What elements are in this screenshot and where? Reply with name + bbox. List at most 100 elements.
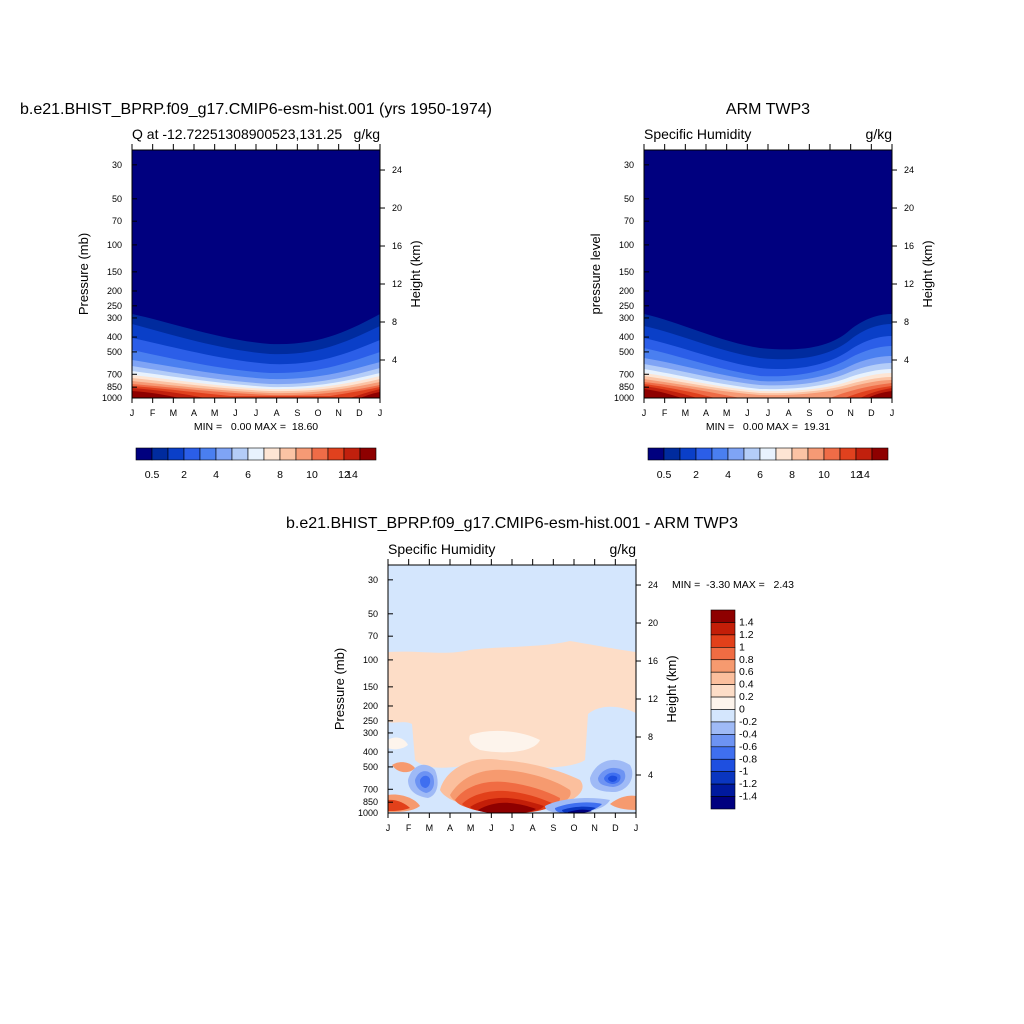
panel3-contour-neg-3 [420,775,431,788]
panel1-month-label: J [378,408,383,418]
panel3-month-label: J [634,823,639,833]
panel3-colorbar-swatch [710,609,736,623]
panel1-colorbar-swatch [279,447,297,461]
panel2-colorbar-swatch [647,447,665,461]
panel1-colorbar-swatch [263,447,281,461]
panel3-colorbar-label: -0.2 [739,716,757,728]
panel3-pressure-label: 1000 [358,808,378,818]
panel3-colorbar-label: -0.4 [739,728,757,740]
panel2-height-label: 8 [904,317,909,327]
panel3-contour-zero-2 [388,737,408,750]
panel3-colorbar-swatch [710,622,736,636]
panel3-month-label: A [530,823,536,833]
panel1-pressure-label: 50 [112,194,122,204]
panel3-height-label: 20 [648,618,658,628]
panel2-height-label: 24 [904,165,914,175]
panel3-height-label: 12 [648,694,658,704]
panel3-pressure-label: 30 [368,575,378,585]
panel1-height-label: 4 [392,355,397,365]
panel3-colorbar-label: 1.4 [739,616,754,628]
panel3-colorbar-swatch [710,634,736,648]
panel3-colorbar-swatch [710,659,736,673]
panel1-colorbar-swatch [247,447,265,461]
panel2-colorbar-swatch [679,447,697,461]
panel2-plot-area [644,150,892,398]
panel2-month-label: D [868,408,875,418]
panel1-height-label: 20 [392,203,402,213]
panel3-colorbar-swatch [710,671,736,685]
panel1-colorbar-label: 8 [277,469,283,481]
panel2-colorbar-label: 0.5 [657,469,672,481]
panel1-pressure-label: 700 [107,369,122,379]
panel3-contour-pos-left-2 [388,799,410,811]
panel3-colorbar-label: 0 [739,704,745,716]
panel3-month-label: F [406,823,412,833]
panel1-pressure-label: 150 [107,267,122,277]
panel3-contour-zero-1 [469,730,540,753]
panel3-colorbar-label: 1.2 [739,629,754,641]
panel1-subtitle-right: g/kg [354,126,380,142]
panel2-colorbar-swatch [855,447,873,461]
panel1-pressure-label: 1000 [102,393,122,403]
panel3-pressure-label: 100 [363,655,378,665]
panel2-contour-14 [644,389,892,398]
panel1-month-label: D [356,408,363,418]
panel1-colorbar-swatch [343,447,361,461]
panel3-pressure-label: 50 [368,609,378,619]
panel1-colorbar-label: 14 [346,469,358,481]
panel3-pressure-label: 500 [363,762,378,772]
panel3-colorbar-label: -1 [739,766,748,778]
panel1-pressure-label: 500 [107,347,122,357]
panel2-month-label: F [662,408,668,418]
panel1-month-label: A [274,408,280,418]
panel1-pressure-label: 100 [107,240,122,250]
panel3-colorbar-label: 1 [739,641,745,653]
panel2-ylabel-right: Height (km) [920,240,935,307]
panel1-height-label: 24 [392,165,402,175]
panel1-colorbar-label: 12 [338,469,350,481]
panel2-pressure-label: 300 [619,313,634,323]
panel3-month-label: J [489,823,494,833]
panel2-month-label: S [806,408,812,418]
panel2-month-label: A [786,408,792,418]
panel2-colorbar-label: 4 [725,469,731,481]
panel2-colorbar-swatch [807,447,825,461]
panel2-pressure-label: 200 [619,286,634,296]
panel1-pressure-label: 400 [107,332,122,342]
panel3-month-label: O [570,823,577,833]
panel1-minmax: MIN = 0.00 MAX = 18.60 [194,421,318,433]
panel2-pressure-label: 250 [619,301,634,311]
panel3-minmax: MIN = -3.30 MAX = 2.43 [672,579,794,591]
panel3-colorbar-label: 0.8 [739,654,754,666]
panel2-pressure-label: 400 [619,332,634,342]
panel2-month-label: J [745,408,750,418]
panel1-month-label: O [314,408,321,418]
panel2-subtitle-right: g/kg [866,126,892,142]
panel3-colorbar-label: 0.2 [739,691,754,703]
panel3-month-label: M [467,823,475,833]
panel2-pressure-label: 850 [619,382,634,392]
panel3-height-label: 16 [648,656,658,666]
panel3-month-label: M [426,823,434,833]
panel1-colorbar-swatch [151,447,169,461]
panel3-colorbar-swatch [710,771,736,785]
panel2-pressure-label: 50 [624,194,634,204]
panel2-month-label: J [890,408,895,418]
panel3-colorbar-swatch [710,758,736,772]
panel1-contour-14 [132,391,380,398]
panel1-colorbar-swatch [199,447,217,461]
panel3-colorbar-swatch [710,709,736,723]
panel2-colorbar-swatch [823,447,841,461]
panel3-colorbar-swatch [710,796,736,810]
panel3-colorbar-swatch [710,783,736,797]
panel1-title: b.e21.BHIST_BPRP.f09_g17.CMIP6-esm-hist.… [20,101,492,118]
panel3-pressure-label: 700 [363,784,378,794]
panel1-contour-12 [132,386,380,398]
panel3-height-label: 4 [648,770,653,780]
panel1-colorbar-swatch [183,447,201,461]
panel3-contour-pos-right [610,795,636,810]
panel3-height-label: 24 [648,580,658,590]
panel1-colorbar-label: 6 [245,469,251,481]
